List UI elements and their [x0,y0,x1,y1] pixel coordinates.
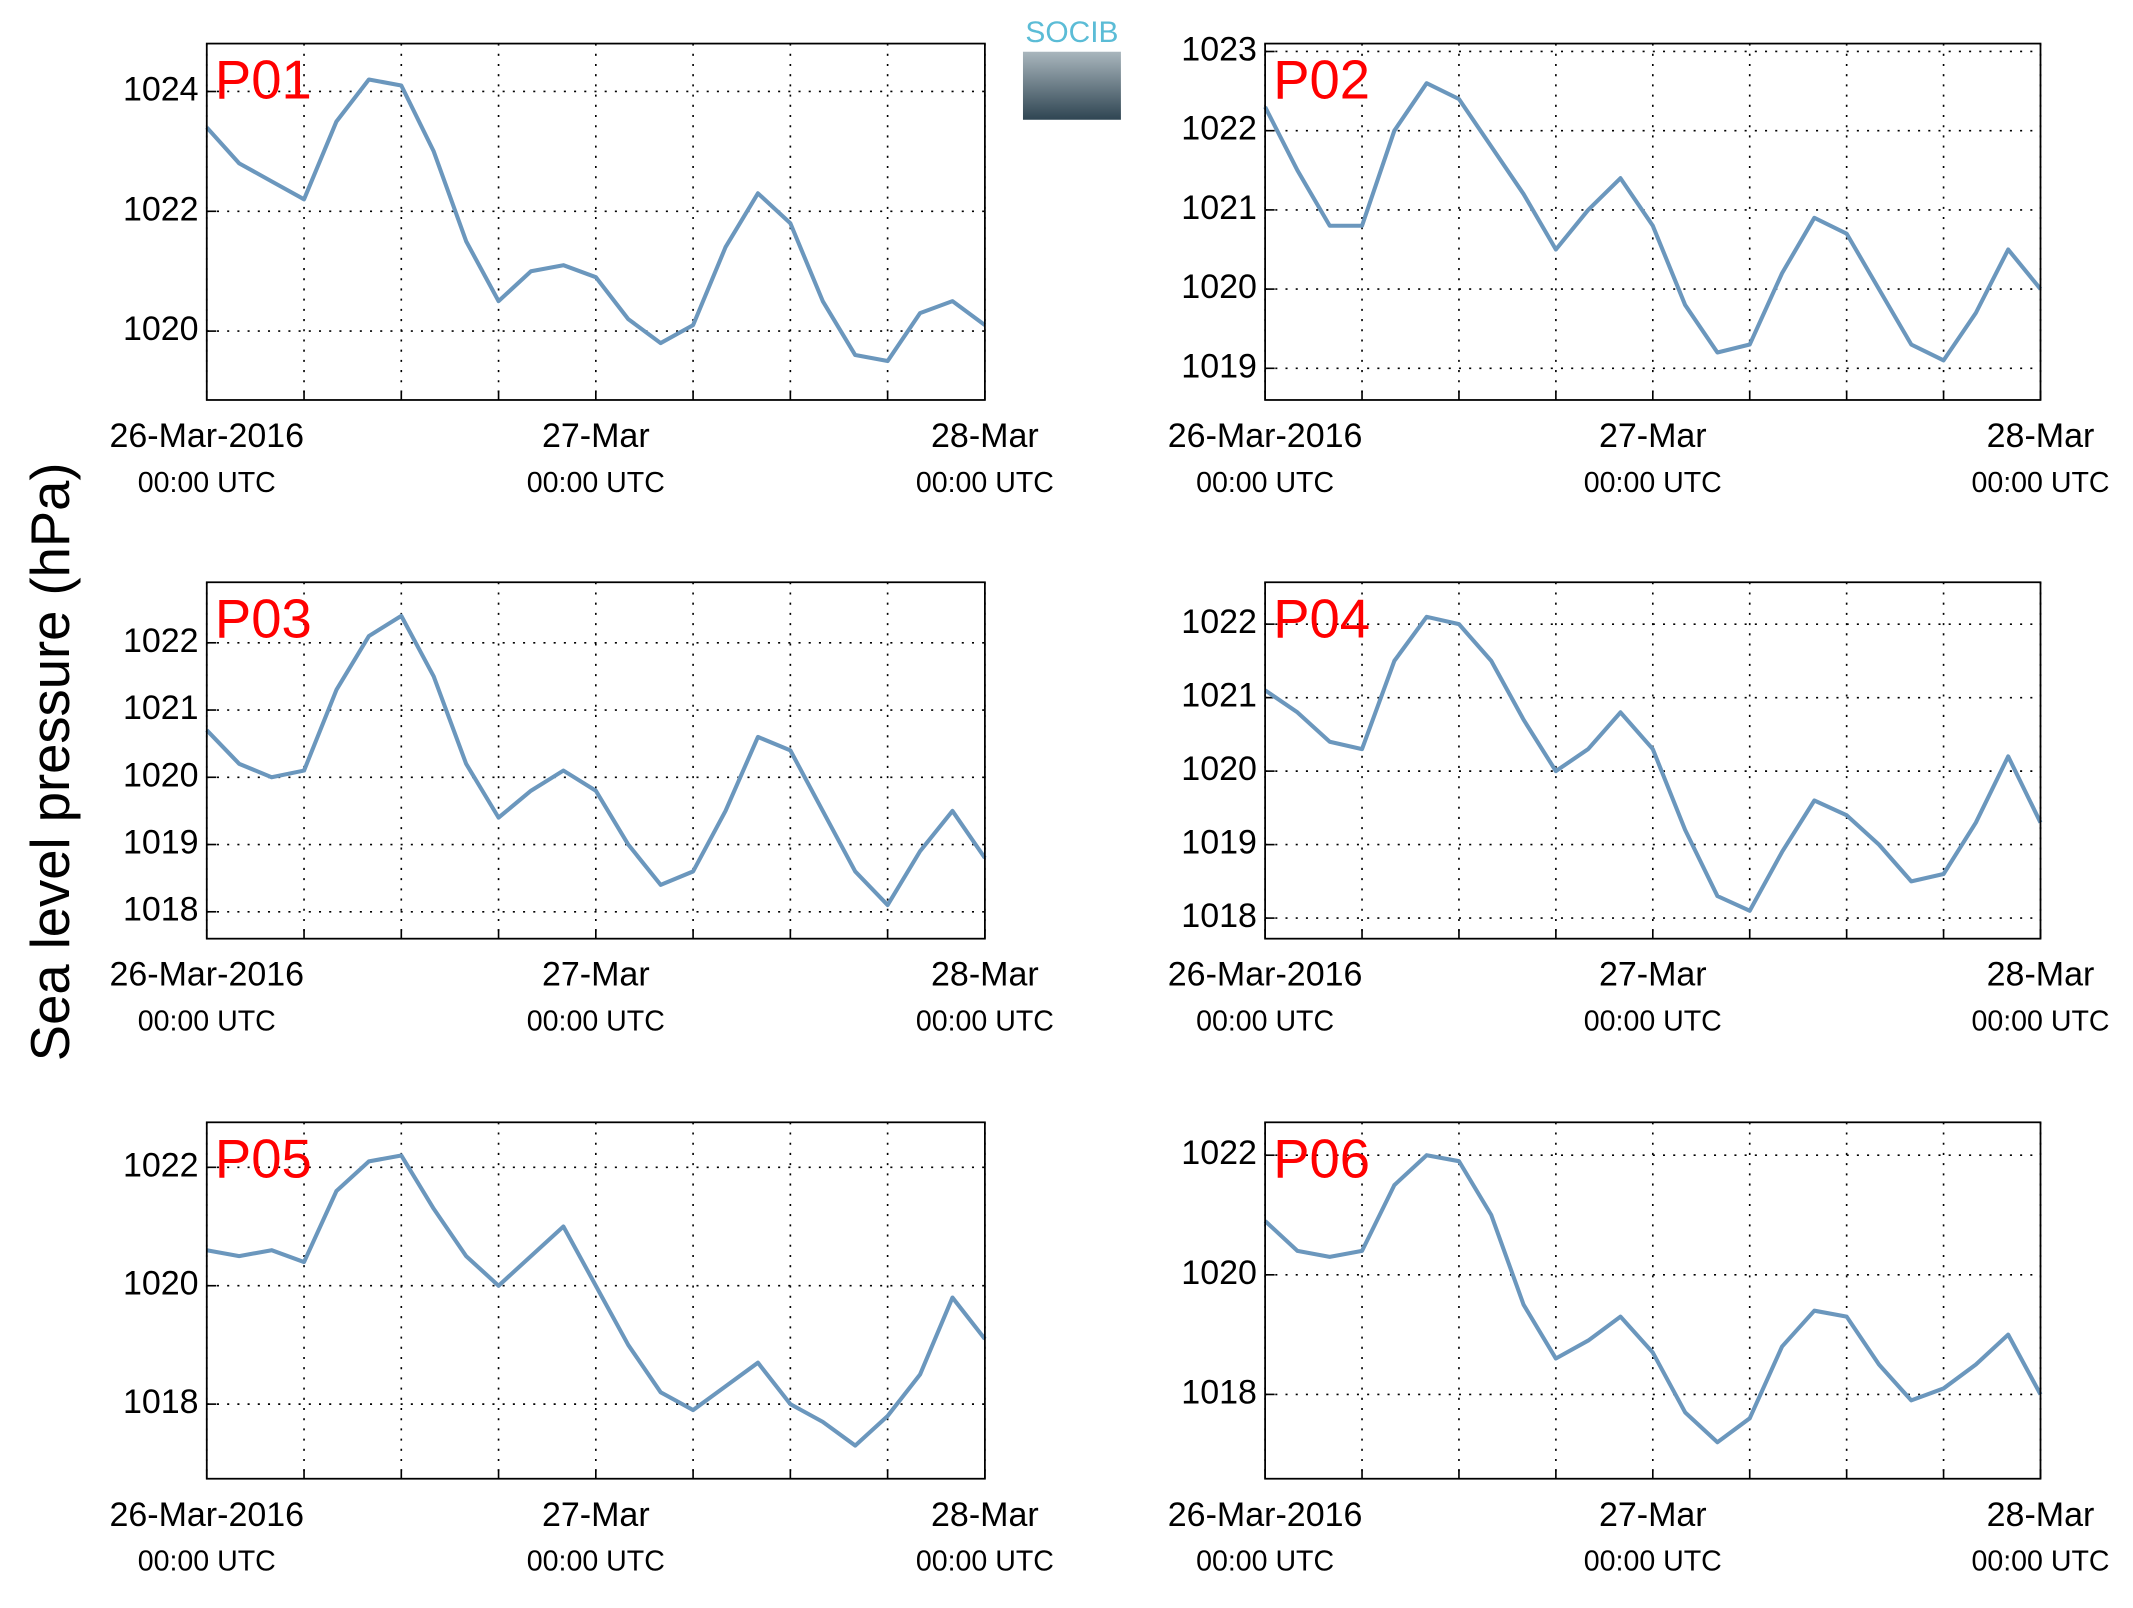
x-tick-sublabel: 00:00 UTC [1584,1546,1722,1578]
y-tick-label: 1020 [1181,268,1257,306]
x-tick-sublabel: 00:00 UTC [916,1006,1054,1038]
x-tick-sublabel: 00:00 UTC [1196,467,1334,499]
x-tick-sublabel: 00:00 UTC [1971,1006,2109,1038]
y-tick-label: 1024 [123,70,199,108]
x-tick-label: 28-Mar [1987,956,2095,994]
subplot: 1018 1020 1022 26-Mar-2016 00:00 UTC 27-Mar 00… [109,1121,1054,1578]
x-tick-sublabel: 00:00 UTC [1584,1006,1722,1038]
y-tick-label: 1021 [123,689,199,727]
panel-title: P04 [1273,588,1370,649]
x-tick-label: 27-Mar [542,956,650,994]
x-tick-label: 27-Mar [542,417,650,455]
panel-title: P05 [215,1129,312,1190]
x-tick-label: 28-Mar [931,956,1039,994]
y-tick-label: 1020 [123,310,199,348]
data-line [1263,81,2043,363]
x-tick-label: 26-Mar-2016 [109,1496,304,1534]
x-tick-sublabel: 00:00 UTC [527,467,665,499]
x-tick-label: 27-Mar [1599,417,1707,455]
logo-text: SOCIB [1025,16,1118,49]
x-tick-label: 26-Mar-2016 [1168,956,1363,994]
data-line [205,77,987,364]
y-tick-label: 1022 [1181,603,1257,641]
panel-title: P01 [215,50,312,111]
panel-title: P03 [215,588,312,649]
subplot: 1018 1019 1020 1021 1022 26-Mar-2016 00:00 UTC… [109,581,1054,1038]
x-tick-label: 28-Mar [931,1496,1039,1534]
data-line [1263,1153,2043,1445]
x-tick-label: 26-Mar-2016 [1168,417,1363,455]
y-tick-label: 1022 [123,190,199,228]
subplot: 1018 1019 1020 1021 1022 26-Mar-2016 00:00 UTC… [1168,581,2110,1038]
x-tick-label: 27-Mar [542,1496,650,1534]
plot-frame [205,581,986,940]
y-axis-label: Sea level pressure (hPa) [20,462,81,1061]
x-tick-sublabel: 00:00 UTC [138,467,276,499]
y-tick-label: 1018 [123,1383,199,1421]
x-tick-sublabel: 00:00 UTC [138,1006,276,1038]
y-tick-label: 1022 [1181,110,1257,148]
x-tick-sublabel: 00:00 UTC [1196,1006,1334,1038]
y-tick-label: 1021 [1181,189,1257,227]
y-tick-label: 1020 [123,756,199,794]
subplot: 1019 1020 1021 1022 1023 26-Mar-2016 00:00 UTC… [1168,30,2110,498]
x-tick-sublabel: 00:00 UTC [1584,467,1722,499]
subplot: 1020 1022 1024 26-Mar-2016 00:00 UTC 27-Mar 00… [109,42,1054,499]
x-tick-label: 26-Mar-2016 [1168,1496,1363,1534]
x-tick-label: 27-Mar [1599,1496,1707,1534]
y-tick-label: 1020 [1181,1254,1257,1292]
y-tick-label: 1021 [1181,677,1257,715]
y-tick-label: 1023 [1181,30,1257,68]
plot-frame [1264,581,2042,940]
x-tick-sublabel: 00:00 UTC [138,1546,276,1578]
y-tick-label: 1019 [123,824,199,862]
panel-title: P06 [1273,1129,1370,1190]
x-tick-sublabel: 00:00 UTC [916,1546,1054,1578]
x-tick-sublabel: 00:00 UTC [1971,467,2109,499]
plot-frame [1264,42,2042,401]
y-tick-label: 1018 [1181,1373,1257,1411]
y-tick-label: 1020 [123,1265,199,1303]
data-line [1263,614,2043,913]
y-tick-label: 1022 [123,1146,199,1184]
y-tick-label: 1019 [1181,824,1257,862]
x-tick-label: 28-Mar [1987,417,2095,455]
x-tick-label: 26-Mar-2016 [109,956,304,994]
y-tick-label: 1022 [1181,1134,1257,1172]
y-tick-label: 1018 [123,891,199,929]
data-line [205,613,987,908]
y-tick-label: 1018 [1181,897,1257,935]
x-tick-sublabel: 00:00 UTC [916,467,1054,499]
plot-frame [205,42,986,401]
data-line [206,1153,987,1448]
x-tick-label: 27-Mar [1599,956,1707,994]
x-tick-sublabel: 00:00 UTC [1971,1546,2109,1578]
plot-frame [205,1121,986,1480]
subplot: 1018 1020 1022 26-Mar-2016 00:00 UTC 27-Mar 00… [1168,1121,2110,1578]
panel-title: P02 [1273,50,1370,111]
y-tick-label: 1019 [1181,347,1257,385]
y-tick-label: 1022 [123,622,199,660]
x-tick-label: 26-Mar-2016 [109,417,304,455]
logo: SOCIB [1022,16,1121,120]
x-tick-sublabel: 00:00 UTC [527,1546,665,1578]
x-tick-sublabel: 00:00 UTC [1196,1546,1334,1578]
logo-box [1022,51,1121,120]
y-tick-label: 1020 [1181,750,1257,788]
x-tick-label: 28-Mar [931,417,1039,455]
x-tick-label: 28-Mar [1987,1496,2095,1534]
x-tick-sublabel: 00:00 UTC [527,1006,665,1038]
plot-frame [1264,1121,2042,1480]
